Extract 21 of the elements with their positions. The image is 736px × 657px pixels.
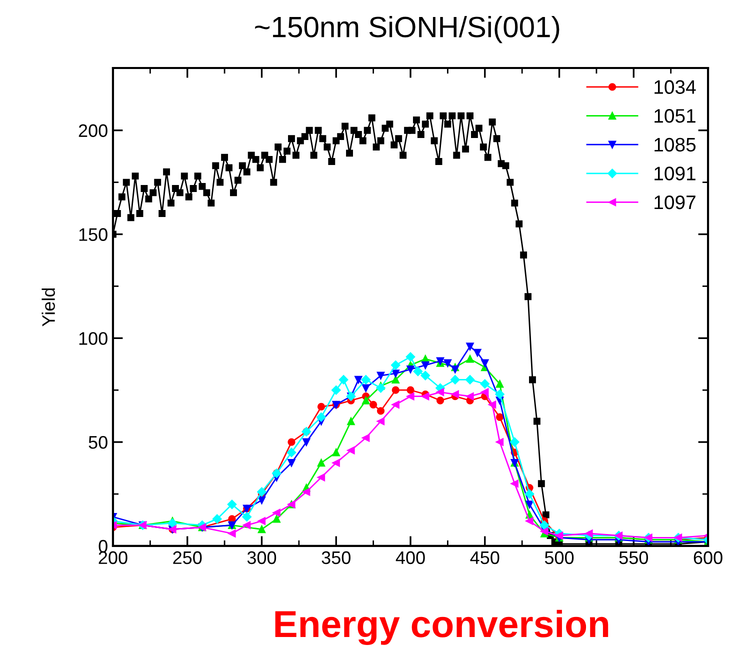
- x-tick-label: 450: [470, 551, 500, 564]
- y-tick-label: 150: [79, 228, 108, 241]
- legend-label: 1051: [654, 109, 696, 123]
- chart-title: ~150nm SiONH/Si(001): [255, 16, 560, 44]
- legend-label: 1091: [654, 166, 696, 180]
- x-tick-label: 400: [396, 551, 425, 564]
- x-tick-label: 350: [322, 551, 350, 564]
- legend-label: 1097: [654, 195, 696, 210]
- x-tick-label: 250: [173, 551, 202, 564]
- y-tick-label: 200: [78, 124, 108, 138]
- legend-label: 1085: [654, 138, 696, 152]
- x-tick-label: 550: [619, 551, 648, 564]
- x-tick-label: 500: [544, 551, 574, 564]
- text: Energy conversion: [275, 610, 608, 645]
- x-tick-label: 600: [694, 551, 722, 564]
- x-tick-label: 300: [247, 551, 276, 564]
- x-tick-label: 200: [98, 551, 128, 564]
- y-tick-label: 100: [79, 332, 108, 345]
- y-axis-title: Yield: [42, 288, 55, 326]
- legend-label: 1034: [654, 80, 696, 94]
- y-tick-label: 50: [88, 436, 108, 449]
